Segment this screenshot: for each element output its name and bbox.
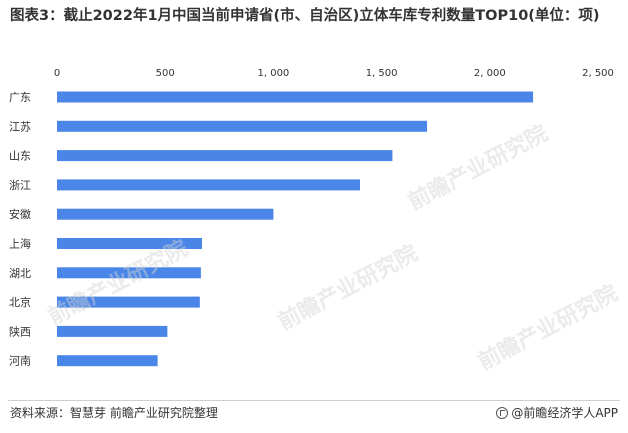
category-label: 江苏 <box>9 120 31 133</box>
category-label: 安徽 <box>9 207 31 221</box>
bar <box>57 120 428 132</box>
x-axis-ticks: 0 500 1, 000 1, 500 2, 000 2, 500 <box>54 68 614 79</box>
bar <box>57 267 201 279</box>
bar <box>57 238 202 249</box>
chart-title: 图表3：截止2022年1月中国当前申请省(市、自治区)立体车库专利数量TOP10… <box>10 8 600 24</box>
x-tick-label: 2, 000 <box>474 68 506 79</box>
source-text: 资料来源：智慧芽 前瞻产业研究院整理 <box>10 406 218 420</box>
category-label: 上海 <box>9 237 31 251</box>
bars-group <box>57 91 534 367</box>
category-label: 河南 <box>9 355 31 368</box>
x-tick-label: 0 <box>54 68 60 79</box>
qianzhan-logo-icon <box>496 407 509 419</box>
category-label: 浙江 <box>9 179 31 192</box>
bar <box>57 296 200 308</box>
x-tick-label: 2, 500 <box>582 68 614 79</box>
category-label: 湖北 <box>9 267 31 280</box>
bar <box>57 355 158 367</box>
category-label: 陕西 <box>9 324 31 338</box>
bar <box>57 208 274 220</box>
category-label: 北京 <box>9 295 31 309</box>
footer-divider <box>8 400 620 401</box>
category-label: 山东 <box>9 150 31 163</box>
x-tick-label: 1, 500 <box>366 68 398 79</box>
x-tick-label: 1, 000 <box>257 68 289 79</box>
bar <box>57 325 168 337</box>
bar <box>57 91 534 103</box>
credit-text: @前瞻经济学人APP <box>511 406 618 420</box>
bar <box>57 150 393 162</box>
bar <box>57 179 360 191</box>
bar-chart: 0 500 1, 000 1, 500 2, 000 2, 500 广东江苏山东浙江安徽上… <box>9 68 614 368</box>
x-tick-label: 500 <box>156 68 175 79</box>
credit: @前瞻经济学人APP <box>496 405 618 421</box>
category-label: 广东 <box>9 91 31 104</box>
